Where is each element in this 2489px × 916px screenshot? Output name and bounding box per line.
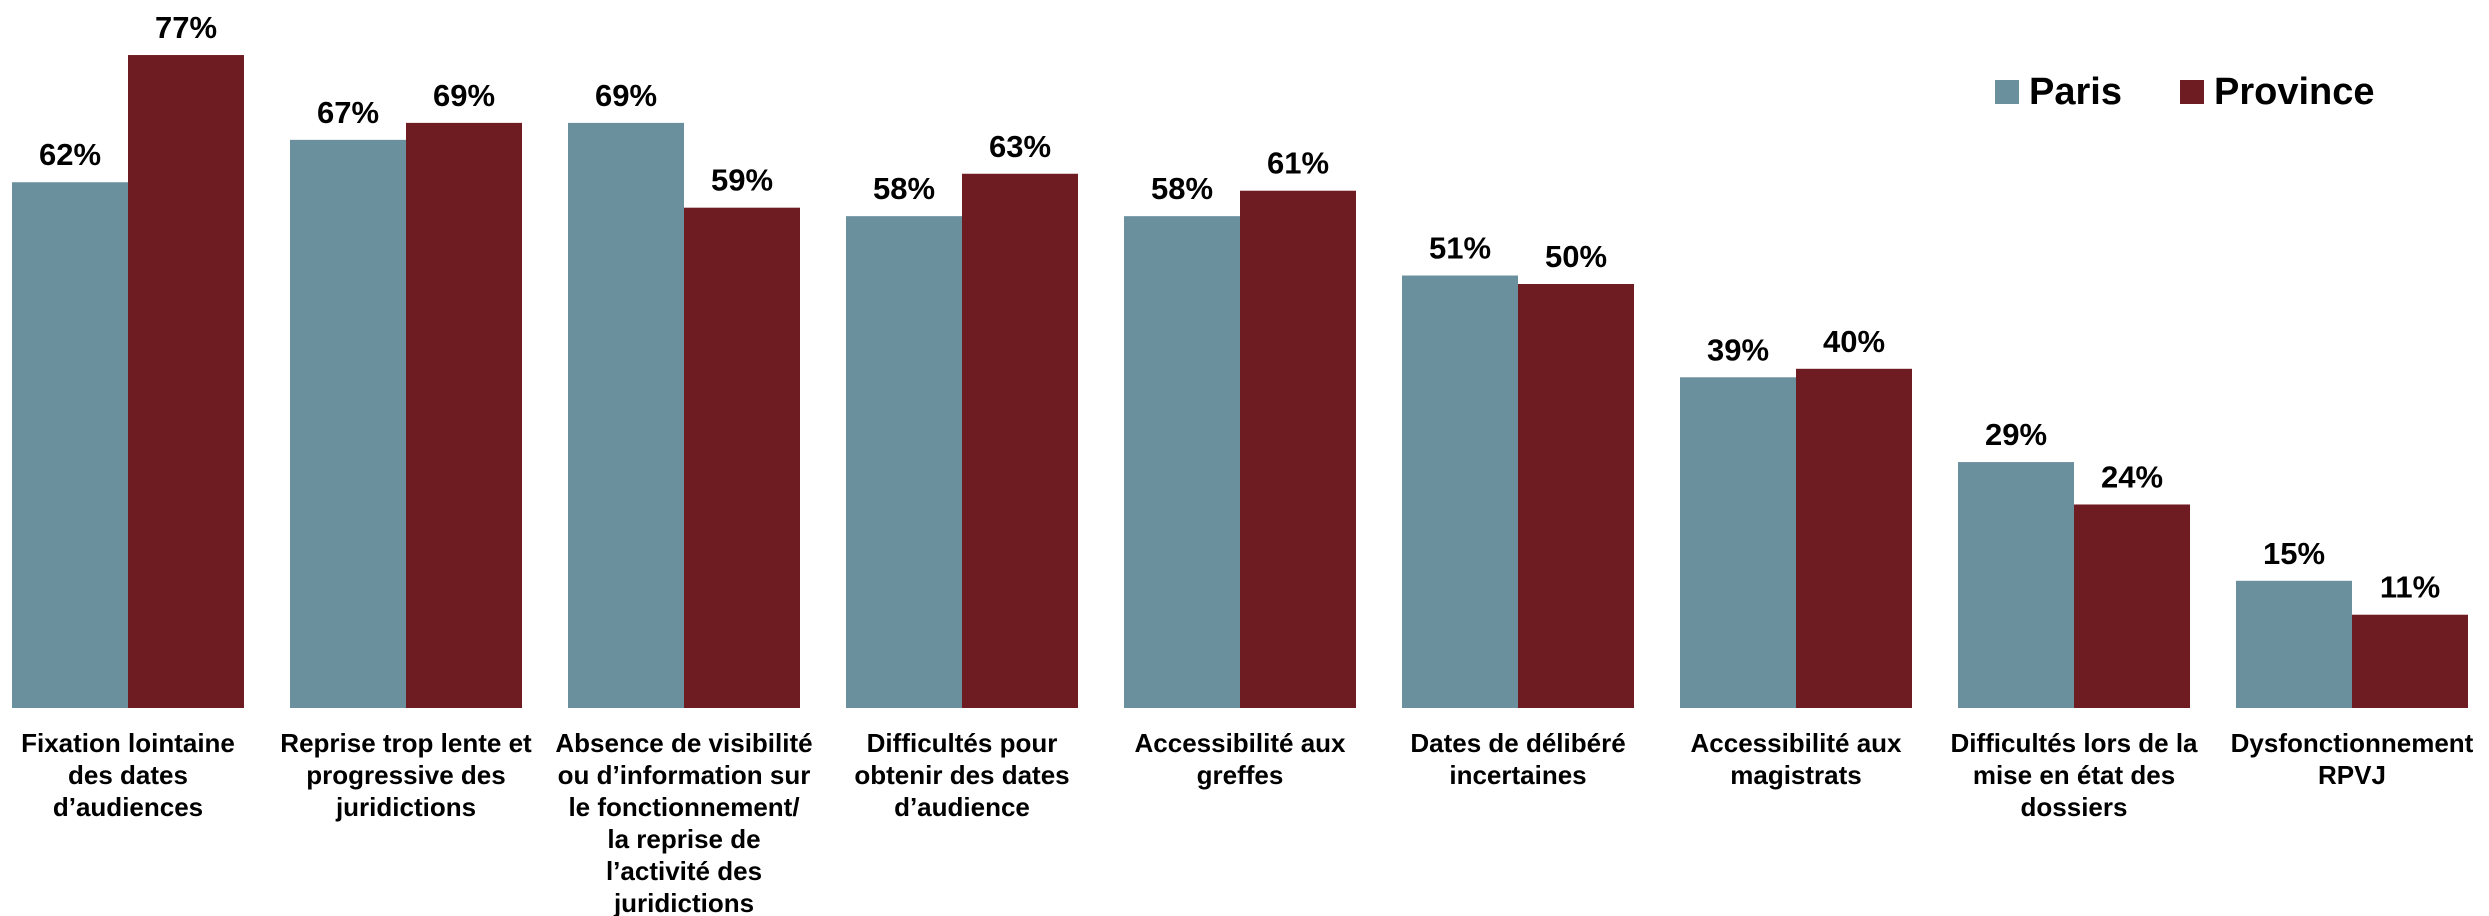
value-label-province-8: 24% xyxy=(2101,459,2163,494)
category-label-line: juridictions xyxy=(335,792,476,822)
bars-layer xyxy=(12,55,2468,709)
category-label-line: incertaines xyxy=(1449,760,1586,790)
bar-paris-6 xyxy=(1402,275,1518,708)
category-label-line: Difficultés lors de la xyxy=(1950,728,2198,758)
bar-paris-1 xyxy=(12,182,128,709)
value-label-paris-1: 62% xyxy=(39,137,101,172)
category-label-line: obtenir des dates xyxy=(854,760,1069,790)
bar-paris-9 xyxy=(2236,580,2352,708)
category-label-9: Dysfonctionnement RPVJ xyxy=(2231,728,2474,790)
bar-paris-2 xyxy=(290,139,406,709)
value-label-province-4: 63% xyxy=(989,129,1051,164)
bar-province-5 xyxy=(1240,190,1356,709)
category-label-2: Reprise trop lente et progressive des juri… xyxy=(280,728,532,822)
category-label-line: RPVJ xyxy=(2318,760,2386,790)
legend: Paris Province xyxy=(1995,71,2375,113)
legend-label-province: Province xyxy=(2214,71,2375,113)
bar-province-1 xyxy=(128,55,244,709)
bar-province-8 xyxy=(2074,504,2190,708)
category-label-line: des dates xyxy=(68,760,188,790)
category-label-line: dossiers xyxy=(2021,792,2128,822)
category-label-line: Accessibilité aux xyxy=(1135,728,1347,758)
category-label-8: Difficultés lors de la mise en état des do… xyxy=(1950,728,2198,822)
bar-province-9 xyxy=(2352,614,2468,708)
category-label-line: le fonctionnement/ xyxy=(568,792,799,822)
category-label-line: Absence de visibilité xyxy=(555,728,812,758)
category-label-4: Difficultés pour obtenir des dates d’audie… xyxy=(854,728,1069,822)
value-labels-layer: 62% 77% 67% 69% 69% 59% 58% 63% 58% 61% 51% 50% 39% 4… xyxy=(39,10,2440,605)
bar-province-2 xyxy=(406,122,522,708)
value-label-paris-2: 67% xyxy=(317,95,379,130)
category-label-line: Reprise trop lente et xyxy=(280,728,532,758)
category-label-line: juridictions xyxy=(613,888,754,916)
value-label-paris-5: 58% xyxy=(1151,171,1213,206)
value-label-paris-4: 58% xyxy=(873,171,935,206)
category-label-1: Fixation lointaine des dates d’audiences xyxy=(21,728,235,822)
category-label-line: Difficultés pour xyxy=(867,728,1058,758)
bar-province-3 xyxy=(684,207,800,708)
category-label-5: Accessibilité aux greffes xyxy=(1135,728,1347,790)
value-label-province-7: 40% xyxy=(1823,324,1885,359)
legend-swatch-paris xyxy=(1995,80,2019,104)
category-label-line: l’activité des xyxy=(606,856,762,886)
category-label-line: ou d’information sur xyxy=(558,760,811,790)
category-label-line: Accessibilité aux xyxy=(1691,728,1903,758)
category-label-line: progressive des xyxy=(306,760,505,790)
value-label-province-2: 69% xyxy=(433,78,495,113)
value-label-province-3: 59% xyxy=(711,163,773,198)
category-label-7: Accessibilité aux magistrats xyxy=(1691,728,1903,790)
bar-paris-3 xyxy=(568,122,684,708)
category-label-6: Dates de délibéré incertaines xyxy=(1410,728,1625,790)
category-label-line: d’audiences xyxy=(53,792,203,822)
value-label-paris-7: 39% xyxy=(1707,332,1769,367)
bar-paris-5 xyxy=(1124,216,1240,708)
legend-swatch-province xyxy=(2180,80,2204,104)
bar-province-4 xyxy=(962,173,1078,708)
category-label-3: Absence de visibilité ou d’information su… xyxy=(555,728,812,916)
value-label-paris-6: 51% xyxy=(1429,231,1491,266)
category-label-line: greffes xyxy=(1197,760,1284,790)
category-label-line: mise en état des xyxy=(1973,760,2175,790)
category-label-line: d’audience xyxy=(894,792,1030,822)
bar-paris-7 xyxy=(1680,377,1796,708)
value-label-province-5: 61% xyxy=(1267,146,1329,181)
category-label-line: magistrats xyxy=(1730,760,1862,790)
bar-paris-8 xyxy=(1958,462,2074,708)
bar-province-6 xyxy=(1518,284,1634,708)
category-label-line: Fixation lointaine xyxy=(21,728,235,758)
category-labels-layer: Fixation lointaine des dates d’audiences Re… xyxy=(21,728,2474,916)
bar-province-7 xyxy=(1796,368,1912,708)
category-label-line: Dysfonctionnement xyxy=(2231,728,2474,758)
category-label-line: Dates de délibéré xyxy=(1410,728,1625,758)
value-label-paris-3: 69% xyxy=(595,78,657,113)
legend-label-paris: Paris xyxy=(2029,71,2122,113)
value-label-province-1: 77% xyxy=(155,10,217,45)
value-label-paris-8: 29% xyxy=(1985,417,2047,452)
value-label-province-9: 11% xyxy=(2380,570,2440,605)
category-label-line: la reprise de xyxy=(607,824,760,854)
value-label-paris-9: 15% xyxy=(2263,536,2325,571)
bar-paris-4 xyxy=(846,216,962,708)
value-label-province-6: 50% xyxy=(1545,239,1607,274)
